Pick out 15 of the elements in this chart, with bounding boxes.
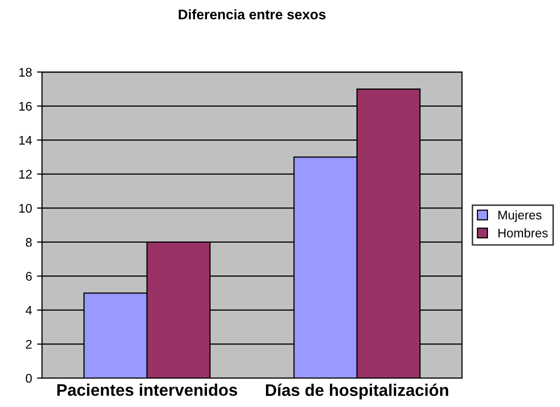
legend-label: Hombres — [498, 228, 548, 238]
y-tick-label: 14 — [19, 136, 32, 145]
y-tick-label: 0 — [26, 374, 32, 383]
y-tick-label: 16 — [19, 102, 32, 111]
y-tick-label: 10 — [19, 204, 32, 213]
y-tick-label: 6 — [26, 272, 32, 281]
y-tick-label: 4 — [26, 306, 32, 315]
x-tick-label: Días de hospitalización — [266, 384, 448, 400]
y-tick-label: 12 — [19, 170, 32, 179]
legend-label: Mujeres — [498, 210, 542, 222]
y-tick-label: 18 — [19, 68, 32, 77]
y-tick-label: 8 — [26, 238, 32, 247]
x-tick-label: Pacientes intervenidos — [57, 384, 238, 396]
y-tick-label: 2 — [26, 340, 32, 349]
chart-title: Diferencia entre sexos — [178, 9, 326, 20]
